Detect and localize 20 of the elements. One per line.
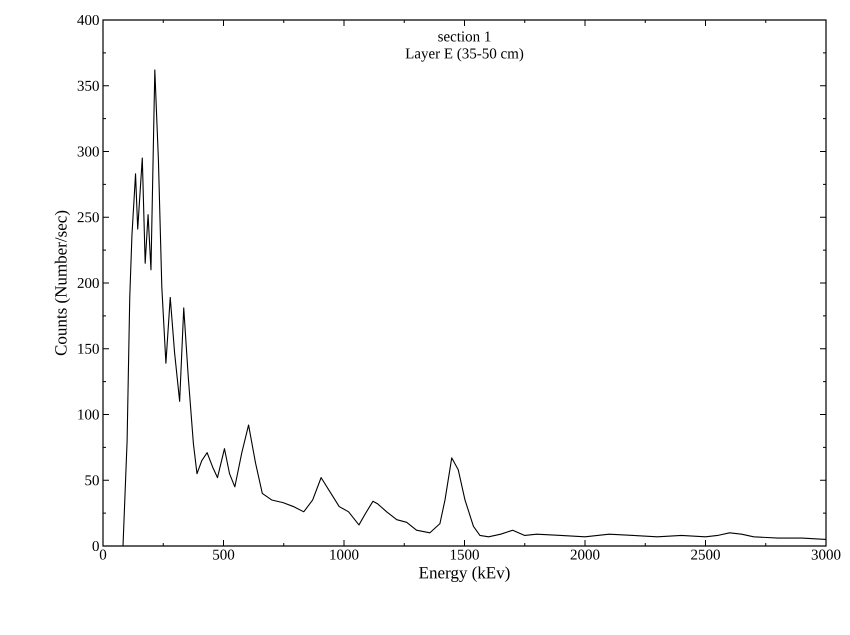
y-tick-label: 250 — [78, 212, 99, 222]
x-tick-label: 500 — [213, 550, 234, 560]
y-tick-label: 50 — [85, 475, 99, 486]
y-axis-title: Counts (Number/sec) — [54, 210, 70, 356]
y-tick-label: 200 — [78, 278, 99, 288]
x-tick-label: 3000 — [812, 550, 840, 560]
text: section 1 — [438, 31, 490, 42]
text: Layer E (35-50 cm) — [406, 48, 524, 62]
y-tick-label: 350 — [78, 80, 99, 91]
y-tick-label: 100 — [78, 409, 99, 420]
y-tick-label: 400 — [77, 14, 99, 26]
x-tick-label: 0 — [100, 550, 106, 560]
y-tick-label: 150 — [78, 344, 99, 354]
y-tick-label: 0 — [92, 540, 99, 552]
x-tick-label: 2000 — [570, 550, 600, 560]
y-tick-label: 300 — [78, 146, 99, 157]
x-tick-label: 1500 — [450, 550, 479, 560]
x-tick-label: 1000 — [330, 550, 358, 560]
x-tick-label: 2500 — [691, 550, 720, 560]
x-axis-title: Energy (kEv) — [419, 566, 510, 582]
